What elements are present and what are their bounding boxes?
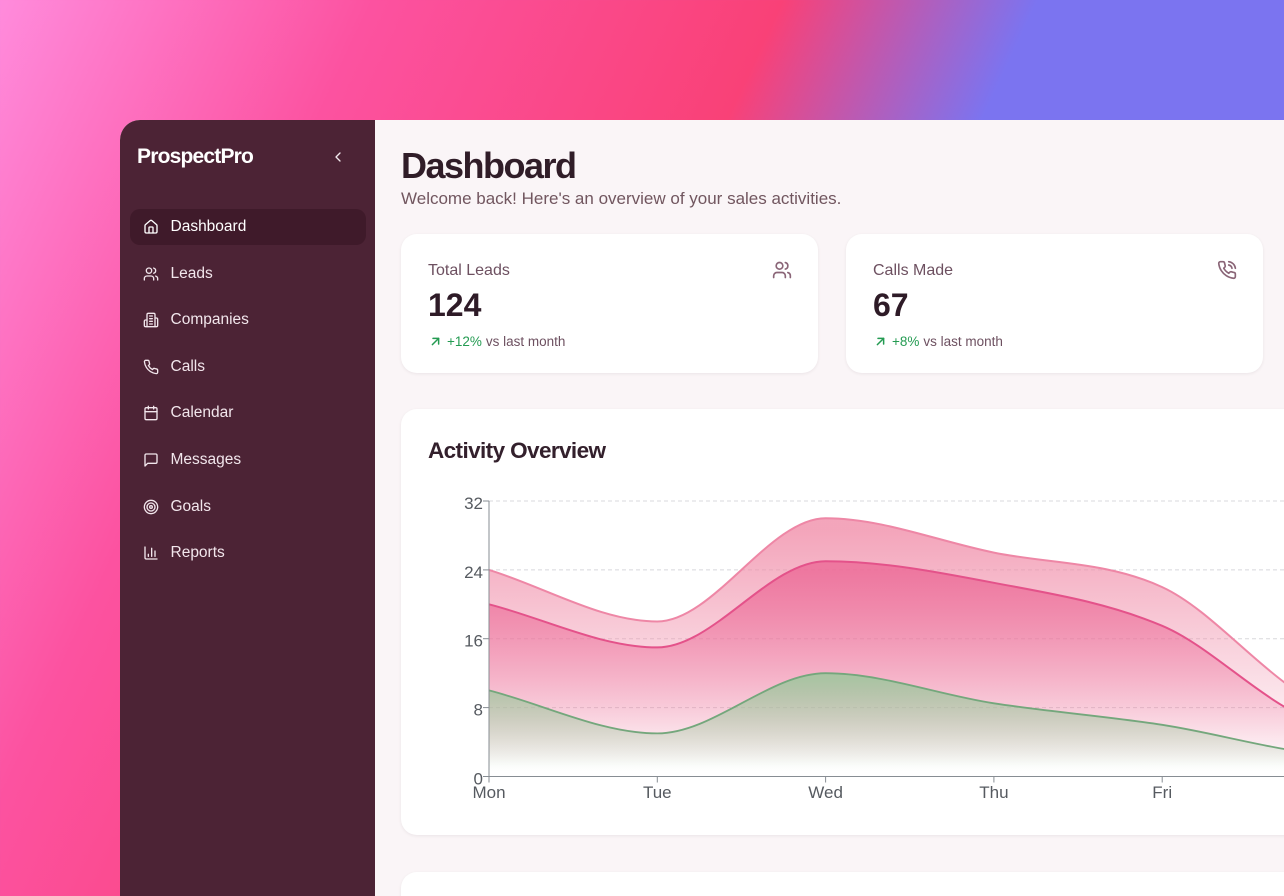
svg-text:8: 8	[474, 701, 483, 720]
svg-text:Fri: Fri	[1152, 783, 1172, 802]
svg-text:24: 24	[464, 563, 483, 582]
svg-text:Tue: Tue	[643, 783, 672, 802]
svg-text:32: 32	[464, 494, 483, 513]
svg-text:Mon: Mon	[472, 783, 505, 802]
svg-text:Thu: Thu	[979, 783, 1008, 802]
svg-text:Wed: Wed	[808, 783, 843, 802]
svg-text:0: 0	[474, 770, 483, 789]
svg-text:16: 16	[464, 632, 483, 651]
